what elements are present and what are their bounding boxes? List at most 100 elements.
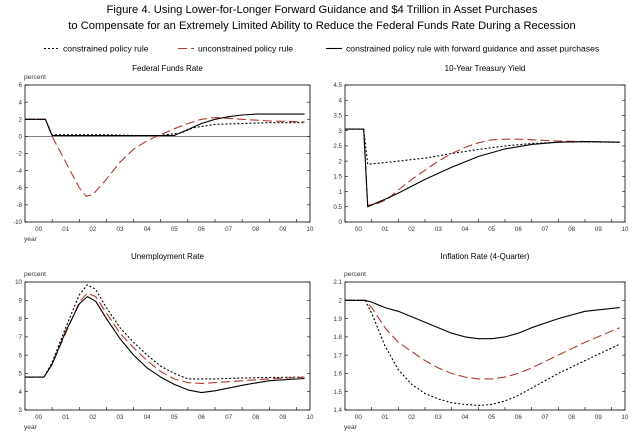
figure-title-line1: Figure 4. Using Lower-for-Longer Forward… [107, 4, 538, 16]
y-tick-label: 1.5 [333, 174, 342, 181]
y-tick-label: 2.1 [333, 279, 342, 286]
x-tick-label: 05 [171, 414, 178, 421]
x-tick-label: 04 [462, 226, 469, 233]
y-tick-label: 1.4 [333, 407, 342, 414]
x-tick-label: 10 [307, 226, 314, 233]
x-tick-label: 02 [408, 226, 415, 233]
y-tick-label: 1.8 [333, 334, 342, 341]
y-tick-label: 7 [19, 334, 23, 341]
plot-frame [344, 84, 626, 223]
y-tick-label: 4.5 [333, 82, 342, 89]
y-tick-label: 6 [19, 352, 23, 359]
y-tick-label: 8 [19, 316, 23, 323]
x-tick-label: 06 [515, 226, 522, 233]
x-tick-label: 07 [542, 226, 549, 233]
legend-label-2: unconstrained policy rule [198, 44, 293, 54]
x-tick-label: 02 [89, 226, 96, 233]
x-tick-label: 04 [144, 414, 151, 421]
plot-frame [24, 281, 311, 411]
x-tick-label: 07 [542, 414, 549, 421]
x-tick-label: 09 [279, 414, 286, 421]
x-tick-label: 09 [595, 226, 602, 233]
series-line-2 [345, 128, 620, 206]
x-tick-label: 10 [307, 414, 314, 421]
panel-3: Unemployment Rate percent year 10 9 8 7 6 5 4 3 00 0… [15, 252, 314, 431]
x-tick-label: 00 [355, 414, 362, 421]
x-tick-label: 01 [382, 414, 389, 421]
y-tick-label: -6 [16, 185, 22, 192]
x-axis-label: year [24, 424, 38, 431]
y-tick-label: 2 [339, 297, 343, 304]
x-tick-label: 06 [515, 414, 522, 421]
y-tick-label: 2 [339, 158, 343, 165]
y-tick-label: 2.5 [333, 143, 342, 150]
y-tick-label: 10 [15, 279, 22, 286]
x-tick-label: 01 [62, 226, 69, 233]
legend-label-1: constrained policy rule [63, 44, 149, 54]
y-tick-label: -4 [16, 168, 22, 175]
series-line-2 [345, 299, 620, 380]
plot-frame [24, 84, 311, 223]
x-tick-label: 02 [408, 414, 415, 421]
y-tick-label: 5 [19, 371, 23, 378]
x-tick-label: 08 [568, 414, 575, 421]
y-tick-label: 4 [339, 97, 343, 104]
y-tick-label: 0 [19, 134, 23, 141]
y-tick-label: 1.5 [333, 389, 342, 396]
x-tick-label: 08 [252, 414, 259, 421]
y-axis-label: percent [24, 271, 46, 278]
series-line-2 [25, 292, 305, 385]
x-tick-label: 02 [89, 414, 96, 421]
x-tick-label: 04 [144, 226, 151, 233]
panel-1: Federal Funds Rate percent year 6 4 2 0 -2 -4 -6 -… [13, 64, 314, 243]
panel-2: 10-Year Treasury Yield 4.5 4 3.5 3 2.5 2 1.5 1 0.… [333, 64, 629, 233]
series-line-1 [345, 128, 620, 165]
y-tick-label: -10 [13, 219, 23, 226]
y-tick-label: -8 [16, 202, 22, 209]
legend: constrained policy rule unconstrained pol… [44, 44, 599, 54]
legend-label-3: constrained policy rule with forward gui… [346, 44, 599, 54]
x-tick-label: 00 [35, 226, 42, 233]
y-tick-label: 1.7 [333, 352, 342, 359]
series-line-3 [25, 113, 305, 137]
x-tick-label: 08 [568, 226, 575, 233]
y-axis-label: percent [344, 271, 366, 278]
y-tick-label: 9 [19, 297, 23, 304]
x-tick-label: 05 [488, 226, 495, 233]
series-line-1 [25, 284, 305, 380]
x-axis-label: year [344, 424, 358, 431]
x-tick-label: 06 [198, 226, 205, 233]
panel-4: Inflation Rate (4-Quarter) percent year 2.1… [333, 252, 629, 431]
x-tick-label: 01 [382, 226, 389, 233]
x-tick-label: 01 [62, 414, 69, 421]
x-axis-label: year [24, 236, 38, 243]
y-tick-label: 2 [19, 116, 23, 123]
x-tick-label: 00 [355, 226, 362, 233]
y-tick-label: 4 [19, 389, 23, 396]
y-tick-label: 4 [19, 99, 23, 106]
y-tick-label: 3 [19, 407, 23, 414]
panel-title: 10-Year Treasury Yield [445, 64, 526, 73]
x-tick-label: 03 [117, 414, 124, 421]
y-tick-label: 3 [339, 128, 343, 135]
y-tick-label: 0.5 [333, 204, 342, 211]
y-axis-label: percent [24, 74, 46, 81]
series-line-3 [345, 128, 620, 208]
x-tick-label: 07 [225, 226, 232, 233]
x-tick-label: 07 [225, 414, 232, 421]
x-tick-label: 10 [622, 226, 629, 233]
x-tick-label: 00 [35, 414, 42, 421]
series-line-3 [345, 299, 620, 340]
x-tick-label: 03 [117, 226, 124, 233]
chart-panels: Federal Funds Rate percent year 6 4 2 0 -2 -4 -6 -… [13, 64, 629, 431]
panel-title: Inflation Rate (4-Quarter) [441, 252, 530, 261]
x-tick-label: 03 [435, 226, 442, 233]
panel-title: Unemployment Rate [131, 252, 204, 261]
x-tick-label: 09 [595, 414, 602, 421]
x-tick-label: 06 [198, 414, 205, 421]
x-tick-label: 04 [462, 414, 469, 421]
y-tick-label: 1.9 [333, 316, 342, 323]
x-tick-label: 05 [171, 226, 178, 233]
x-tick-label: 03 [435, 414, 442, 421]
